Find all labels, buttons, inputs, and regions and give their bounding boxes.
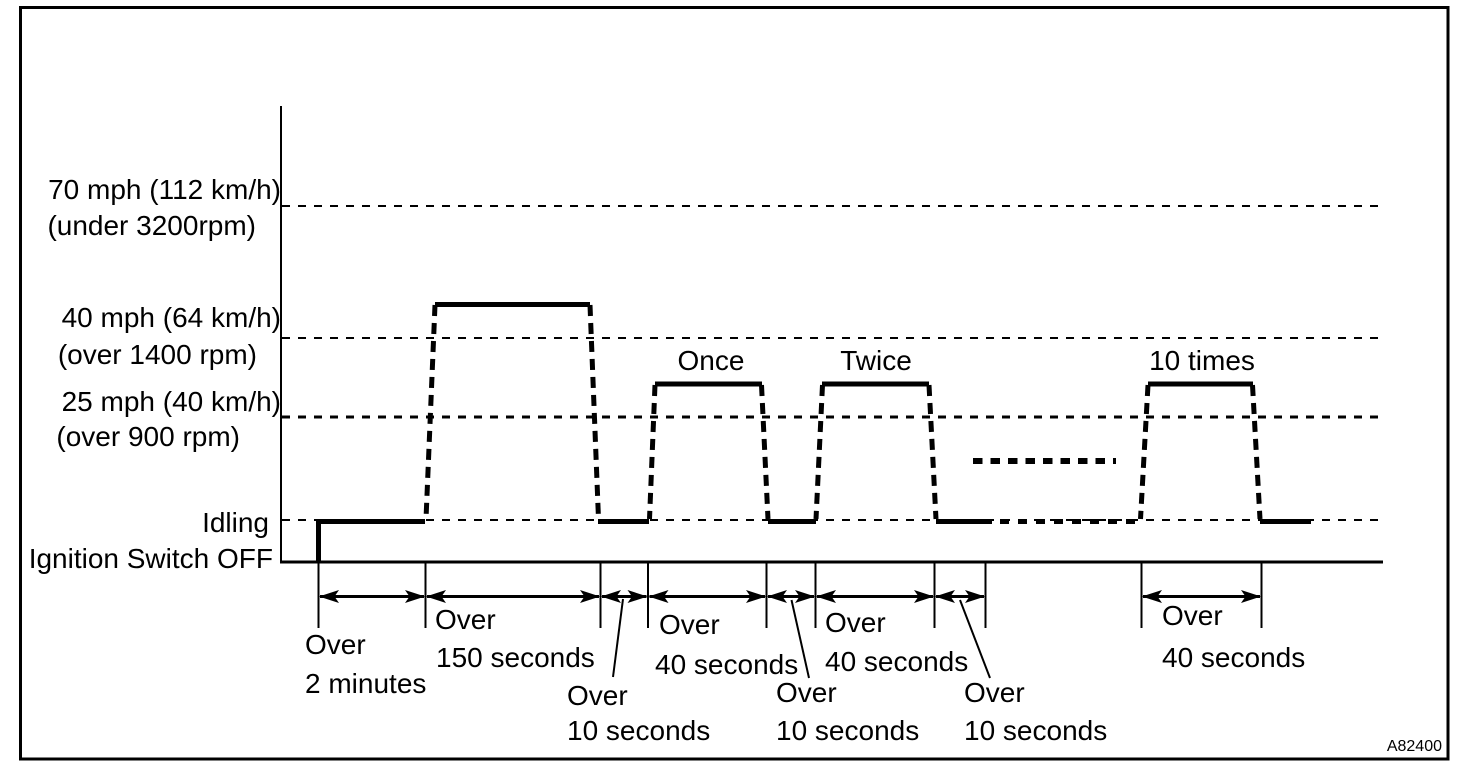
svg-text:Over: Over (964, 677, 1025, 708)
svg-text:10 times: 10 times (1149, 345, 1255, 376)
svg-text:2 minutes: 2 minutes (305, 668, 426, 699)
svg-text:Twice: Twice (840, 345, 912, 376)
svg-text:10 seconds: 10 seconds (776, 715, 919, 746)
svg-text:40 seconds: 40 seconds (655, 649, 798, 680)
svg-text:Over: Over (659, 609, 720, 640)
svg-text:10 seconds: 10 seconds (964, 715, 1107, 746)
svg-text:A82400: A82400 (1387, 738, 1442, 755)
svg-text:Ignition Switch OFF: Ignition Switch OFF (29, 543, 273, 574)
svg-text:(under 3200rpm): (under 3200rpm) (47, 210, 256, 241)
svg-text:Over: Over (1162, 600, 1223, 631)
svg-text:40 seconds: 40 seconds (825, 646, 968, 677)
svg-text:(over 1400 rpm): (over 1400 rpm) (58, 339, 257, 370)
svg-text:Once: Once (678, 345, 745, 376)
svg-text:(over 900 rpm): (over 900 rpm) (56, 421, 240, 452)
svg-text:Over: Over (776, 677, 837, 708)
svg-text:150 seconds: 150 seconds (436, 642, 595, 673)
svg-text:70 mph (112 km/h): 70 mph (112 km/h) (48, 174, 281, 205)
svg-text:Over: Over (825, 607, 886, 638)
svg-text:40 seconds: 40 seconds (1162, 642, 1305, 673)
svg-text:Over: Over (567, 680, 628, 711)
svg-text:Over: Over (435, 604, 496, 635)
svg-text:Idling: Idling (202, 507, 269, 538)
svg-text:40 mph (64 km/h): 40 mph (64 km/h) (62, 302, 281, 333)
svg-text:25 mph (40 km/h): 25 mph (40 km/h) (62, 386, 281, 417)
svg-text:10 seconds: 10 seconds (567, 715, 710, 746)
svg-text:Over: Over (305, 629, 366, 660)
